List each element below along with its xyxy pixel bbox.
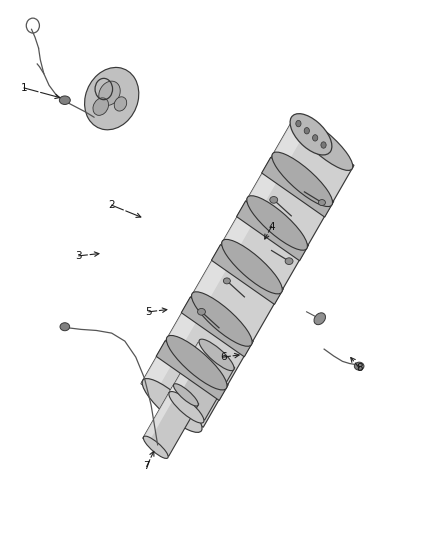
Polygon shape [143, 386, 179, 442]
Polygon shape [237, 201, 309, 261]
Polygon shape [141, 122, 306, 393]
Ellipse shape [169, 392, 204, 423]
Ellipse shape [223, 278, 230, 284]
Ellipse shape [60, 322, 70, 330]
Polygon shape [156, 341, 228, 400]
Ellipse shape [285, 258, 293, 264]
Ellipse shape [318, 199, 325, 206]
Polygon shape [212, 245, 283, 304]
Polygon shape [143, 386, 199, 456]
Ellipse shape [166, 335, 227, 390]
Ellipse shape [114, 97, 127, 111]
Text: 4: 4 [268, 222, 275, 231]
Ellipse shape [293, 117, 353, 171]
Ellipse shape [142, 378, 202, 432]
Ellipse shape [296, 120, 301, 127]
Ellipse shape [222, 239, 283, 294]
Ellipse shape [199, 339, 234, 370]
Ellipse shape [354, 362, 364, 370]
Text: 8: 8 [356, 363, 363, 373]
Ellipse shape [99, 81, 120, 106]
Ellipse shape [173, 384, 198, 406]
Ellipse shape [85, 68, 139, 130]
Polygon shape [141, 122, 354, 427]
Ellipse shape [59, 96, 70, 104]
Polygon shape [261, 157, 334, 217]
Ellipse shape [143, 436, 168, 458]
Ellipse shape [290, 114, 332, 155]
Ellipse shape [191, 292, 252, 346]
Text: 7: 7 [143, 462, 150, 471]
Text: 1: 1 [21, 83, 28, 93]
Ellipse shape [270, 197, 278, 203]
Text: 6: 6 [220, 352, 227, 362]
Ellipse shape [321, 142, 326, 148]
Text: 3: 3 [75, 251, 82, 261]
Text: 5: 5 [145, 307, 152, 317]
Ellipse shape [304, 127, 309, 134]
Ellipse shape [313, 135, 318, 141]
Ellipse shape [93, 98, 109, 115]
Polygon shape [181, 297, 253, 357]
Polygon shape [168, 342, 207, 400]
Ellipse shape [314, 313, 325, 325]
Ellipse shape [272, 152, 332, 207]
Text: 2: 2 [108, 200, 115, 210]
Polygon shape [168, 342, 235, 420]
Ellipse shape [247, 196, 307, 250]
Ellipse shape [198, 309, 205, 315]
